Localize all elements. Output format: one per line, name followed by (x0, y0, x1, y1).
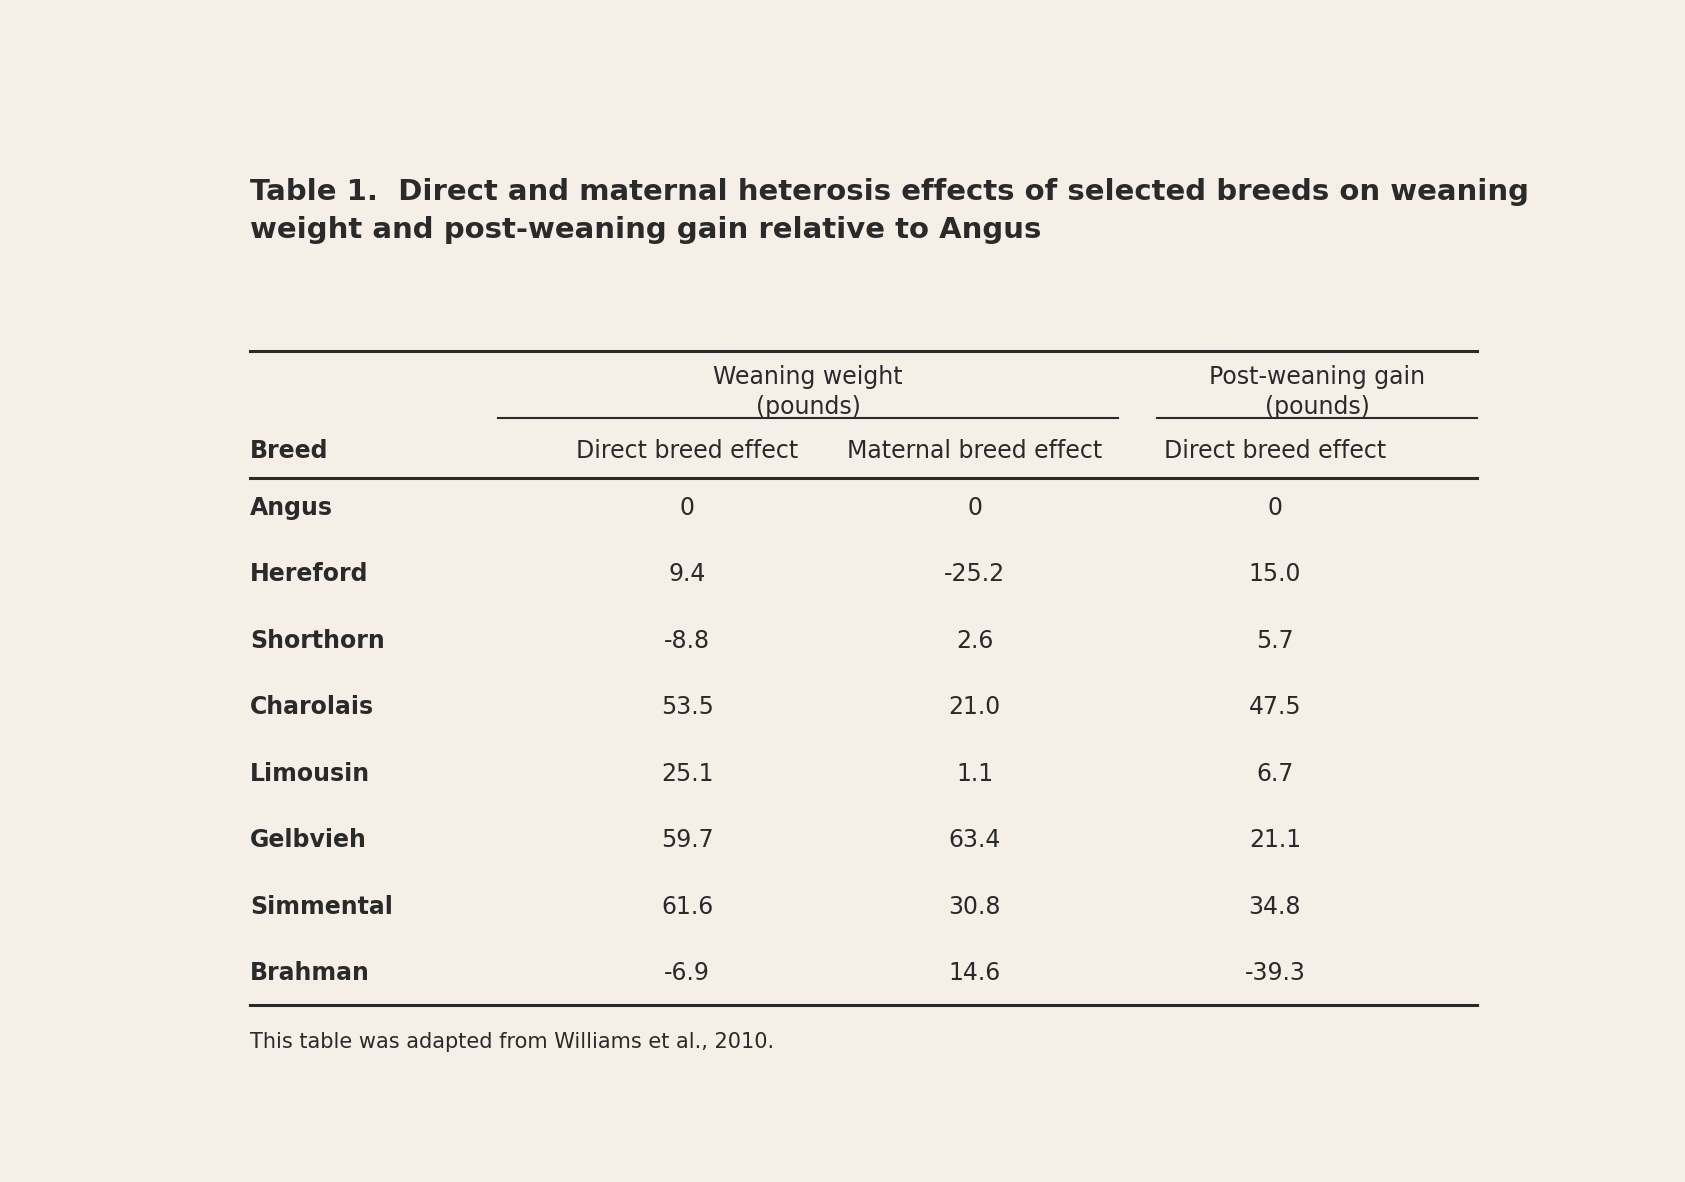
Text: -8.8: -8.8 (664, 629, 711, 652)
Text: -25.2: -25.2 (944, 563, 1006, 586)
Text: 6.7: 6.7 (1257, 761, 1294, 786)
Text: 47.5: 47.5 (1249, 695, 1301, 719)
Text: Direct breed effect: Direct breed effect (1164, 440, 1387, 463)
Text: Limousin: Limousin (249, 761, 371, 786)
Text: Shorthorn: Shorthorn (249, 629, 384, 652)
Text: 15.0: 15.0 (1249, 563, 1301, 586)
Text: 61.6: 61.6 (661, 895, 713, 918)
Text: Simmental: Simmental (249, 895, 393, 918)
Text: Gelbvieh: Gelbvieh (249, 829, 367, 852)
Text: 21.1: 21.1 (1249, 829, 1301, 852)
Text: Brahman: Brahman (249, 961, 369, 985)
Text: -6.9: -6.9 (664, 961, 709, 985)
Text: This table was adapted from Williams et al., 2010.: This table was adapted from Williams et … (249, 1032, 773, 1052)
Text: Post-weaning gain
(pounds): Post-weaning gain (pounds) (1210, 365, 1426, 418)
Text: Maternal breed effect: Maternal breed effect (848, 440, 1102, 463)
Text: 2.6: 2.6 (955, 629, 992, 652)
Text: 59.7: 59.7 (661, 829, 713, 852)
Text: 0: 0 (967, 496, 982, 520)
Text: 5.7: 5.7 (1255, 629, 1294, 652)
Text: 30.8: 30.8 (949, 895, 1001, 918)
Text: 0: 0 (1267, 496, 1282, 520)
Text: Direct breed effect: Direct breed effect (576, 440, 799, 463)
Text: 1.1: 1.1 (955, 761, 992, 786)
Text: Breed: Breed (249, 440, 329, 463)
Text: 0: 0 (679, 496, 694, 520)
Text: 25.1: 25.1 (661, 761, 713, 786)
Text: 63.4: 63.4 (949, 829, 1001, 852)
Text: 9.4: 9.4 (669, 563, 706, 586)
Text: Angus: Angus (249, 496, 334, 520)
Text: 14.6: 14.6 (949, 961, 1001, 985)
Text: 21.0: 21.0 (949, 695, 1001, 719)
Text: Charolais: Charolais (249, 695, 374, 719)
Text: Weaning weight
(pounds): Weaning weight (pounds) (713, 365, 903, 418)
Text: 53.5: 53.5 (661, 695, 714, 719)
Text: Hereford: Hereford (249, 563, 369, 586)
Text: 34.8: 34.8 (1249, 895, 1301, 918)
Text: Table 1.  Direct and maternal heterosis effects of selected breeds on weaning
we: Table 1. Direct and maternal heterosis e… (249, 178, 1528, 245)
Text: -39.3: -39.3 (1245, 961, 1306, 985)
